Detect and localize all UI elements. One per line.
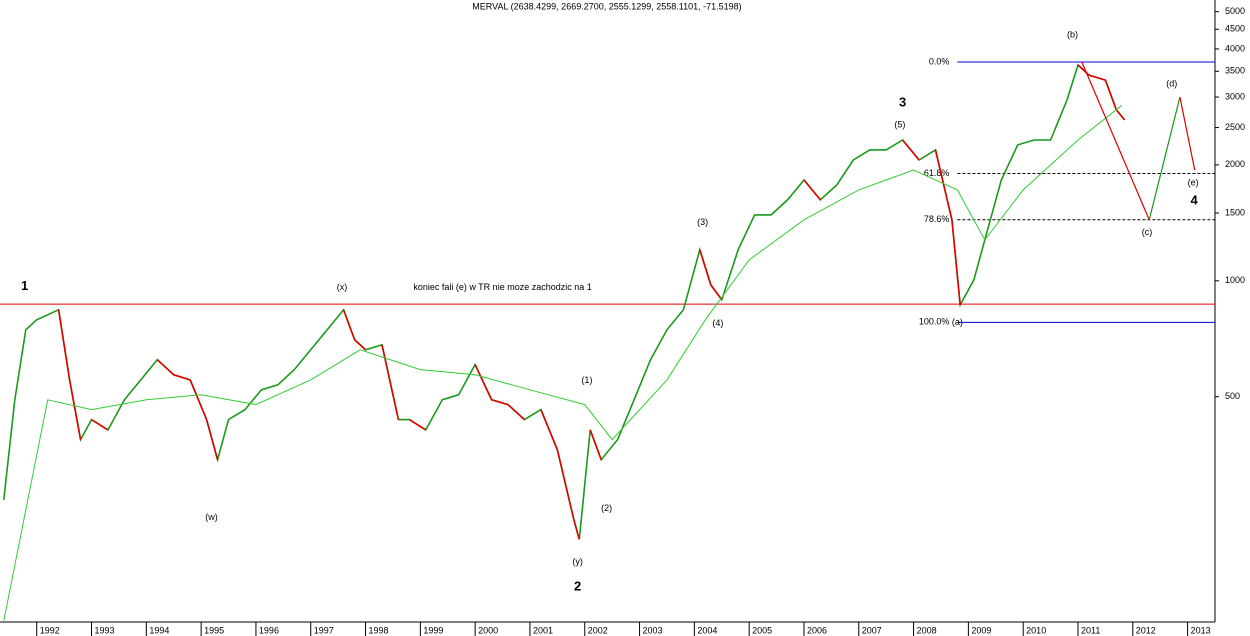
down-segment [699,249,712,286]
x-tick-label: 1998 [369,625,389,635]
y-tick-label: 3000 [1225,91,1245,101]
down-segment [68,379,82,440]
y-tick-label: 4000 [1225,43,1245,53]
down-segment [205,419,219,460]
x-tick-label: 2000 [478,625,498,635]
x-tick-label: 1995 [204,625,224,635]
x-tick-label: 2010 [1026,625,1046,635]
down-segment [507,403,526,421]
down-segment [156,359,175,376]
y-tick-label: 500 [1225,391,1240,401]
y-tick-label: 3500 [1225,66,1245,76]
down-segment [540,409,559,451]
annotation: (d) [1166,78,1177,88]
level-label: 100.0% [919,317,950,327]
level-label: 78.6% [924,214,950,224]
y-tick-label: 1500 [1225,207,1245,217]
down-segment [91,418,109,431]
x-tick-label: 2009 [971,625,991,635]
annotation: koniec fali (e) w TR nie moze zachodzic … [413,282,591,292]
x-tick-label: 2003 [643,625,663,635]
down-segment [491,398,509,406]
down-segment [573,519,581,540]
annotation: (e) [1188,177,1199,187]
down-segment [803,179,822,201]
down-segment [173,374,191,381]
annotation: (x) [337,282,348,292]
x-tick-label: 1993 [95,625,115,635]
projection-segment [1179,96,1196,171]
annotation: 2 [574,579,581,594]
x-tick-label: 2005 [752,625,772,635]
x-tick-label: 1999 [423,625,443,635]
down-segment [902,139,920,161]
x-tick-label: 2013 [1191,625,1211,635]
x-tick-label: 1997 [314,625,334,635]
x-tick-label: 2002 [588,625,608,635]
down-segment [1104,79,1118,111]
x-tick-label: 2007 [862,625,882,635]
x-tick-label: 2011 [1081,625,1100,635]
annotation: (5) [894,119,905,129]
down-segment [934,149,953,220]
x-tick-label: 1994 [149,625,169,635]
x-tick-label: 2008 [917,625,937,635]
annotation: (c) [1142,227,1153,237]
y-tick-label: 4500 [1225,24,1245,34]
down-segment [342,309,356,341]
x-tick-label: 1992 [40,625,60,635]
down-segment [381,344,400,420]
chart-title: MERVAL (2638.4299, 2669.2700, 2555.1299,… [472,1,741,11]
y-tick-label: 2000 [1225,159,1245,169]
annotation: (b) [1067,29,1078,39]
down-segment [1115,109,1126,121]
y-tick-label: 2500 [1225,122,1245,132]
x-tick-label: 2004 [697,625,717,635]
down-segment [556,449,575,520]
annotation: 1 [21,278,28,293]
down-segment [474,364,493,401]
x-tick-label: 2001 [533,625,553,635]
down-segment [408,418,427,431]
level-label: 0.0% [929,56,950,66]
annotation: (4) [712,318,723,328]
annotation: (1) [581,375,592,385]
down-segment [1088,74,1106,81]
annotation: 4 [1191,192,1199,207]
x-tick-label: 2012 [1136,625,1156,635]
annotation: (y) [572,556,583,566]
y-tick-label: 1000 [1225,275,1245,285]
down-segment [57,309,71,380]
price-line [3,104,1123,621]
annotation: (a) [952,317,963,327]
down-segment [589,429,602,461]
down-segment [189,379,208,420]
x-tick-label: 2006 [807,625,827,635]
annotation: (2) [601,503,612,513]
annotation: (3) [697,217,708,227]
annotation: (w) [205,512,218,522]
down-segment [710,284,723,301]
down-segment [951,219,961,305]
projection-segment [1081,61,1150,221]
down-segment [354,339,367,351]
annotation: 3 [899,94,906,109]
projection-segment [1148,96,1181,220]
x-tick-label: 1996 [259,625,279,635]
level-label: 61.8% [924,168,950,178]
y-tick-label: 5000 [1225,6,1245,16]
